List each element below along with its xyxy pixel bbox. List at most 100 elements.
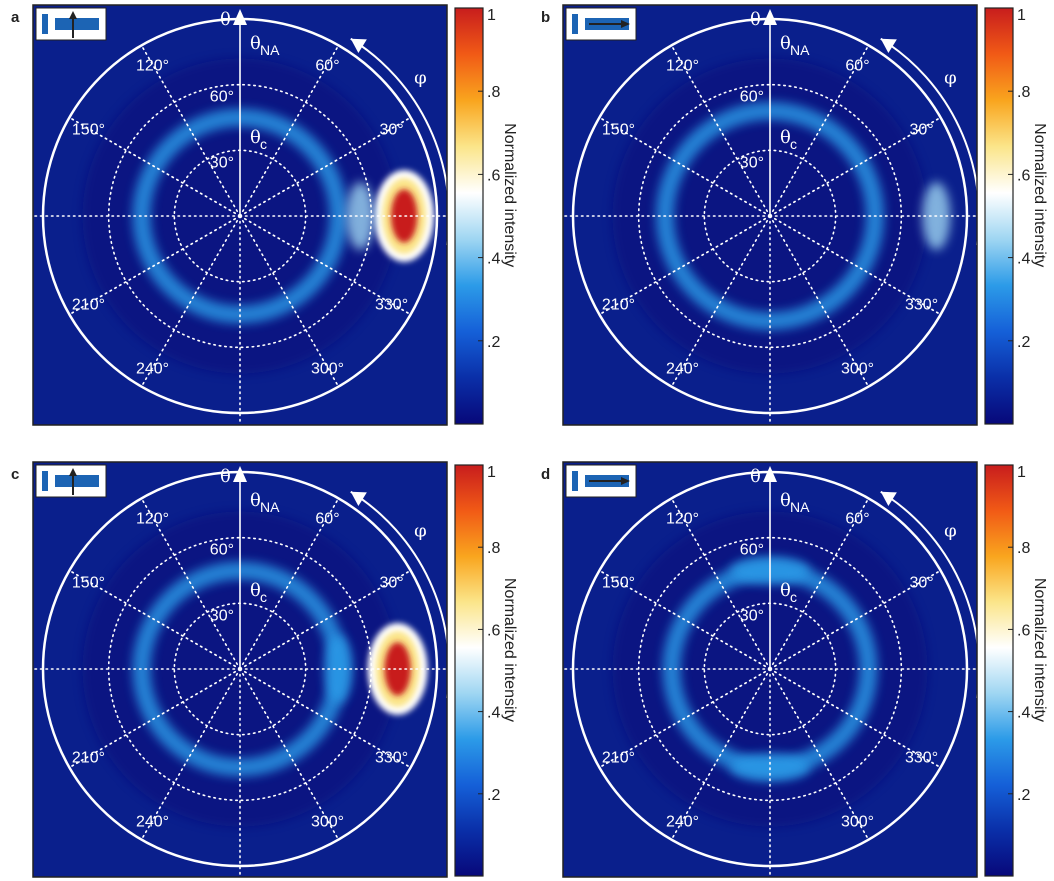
angle-label: 30° <box>379 122 403 139</box>
angle-label: 240° <box>136 814 169 831</box>
angle-label: 60° <box>845 510 869 527</box>
colorbar-tick-label: .2 <box>1017 787 1030 804</box>
phi-arrow-icon <box>880 491 897 506</box>
angle-label: 330° <box>905 297 938 314</box>
polar-tick-label: 30° <box>210 607 234 624</box>
theta-c-label: θ <box>780 580 791 601</box>
theta-na-subscript: NA <box>260 42 280 58</box>
angle-label: 330° <box>375 750 408 767</box>
grid-spoke <box>598 215 771 316</box>
grid-spoke <box>239 215 340 388</box>
plot-frame <box>562 4 978 426</box>
plot-frame <box>32 461 448 878</box>
theta-na-label: θ <box>250 33 261 54</box>
phi-arc <box>350 490 450 699</box>
phi-arc <box>350 37 450 246</box>
theta-na-label: θ <box>780 490 791 511</box>
angle-label: 300° <box>841 361 874 378</box>
grid-spoke <box>239 668 412 769</box>
theta-label: θ <box>220 9 231 30</box>
grid-spoke <box>598 116 771 217</box>
colorbar-gradient <box>984 464 1014 877</box>
inset-bar-left <box>572 14 578 34</box>
theta-arrow-icon <box>233 9 247 25</box>
angle-label: 120° <box>666 510 699 527</box>
grid-spoke <box>670 668 771 841</box>
plot-frame <box>32 4 448 426</box>
theta-c-label: θ <box>250 580 261 601</box>
colorbar-tick-label: .2 <box>1017 334 1030 351</box>
inset-bar-left <box>42 471 48 491</box>
theta-c-label: θ <box>250 127 261 148</box>
grid-spoke <box>68 569 241 670</box>
phi-label: φ <box>414 68 427 89</box>
colorbar-tick-label: .6 <box>487 167 500 184</box>
angle-label: 60° <box>315 510 339 527</box>
phi-arrow-icon <box>350 38 367 53</box>
theta-c-label: θ <box>780 127 791 148</box>
grid-spoke <box>68 116 241 217</box>
colorbar-gradient <box>454 7 484 425</box>
angle-label: 30° <box>909 122 933 139</box>
colorbar-title: Normalized intensity <box>501 123 518 267</box>
grid-spoke <box>598 668 771 769</box>
grid-spoke <box>670 44 771 217</box>
angle-label: 60° <box>845 57 869 74</box>
grid-spoke <box>769 215 942 316</box>
theta-arrow-icon <box>763 9 777 25</box>
inset-bar-right <box>55 475 99 487</box>
angle-label: 150° <box>72 575 105 592</box>
inset-bar-left <box>572 471 578 491</box>
colorbar-tick-label: 1 <box>1017 464 1026 481</box>
angle-label: 60° <box>315 57 339 74</box>
theta-na-label: θ <box>780 33 791 54</box>
grid-spoke <box>68 668 241 769</box>
polar-tick-label: 60° <box>740 89 764 106</box>
angle-label: 30° <box>379 575 403 592</box>
panel-label: a <box>11 9 20 26</box>
dipole-arrowhead-icon <box>621 477 630 485</box>
angle-label: 150° <box>602 575 635 592</box>
grid-spoke <box>239 215 412 316</box>
panel-label: d <box>541 466 550 483</box>
grid-spoke <box>598 569 771 670</box>
angle-label: 240° <box>666 814 699 831</box>
grid-spoke <box>769 44 870 217</box>
angle-label: 300° <box>311 361 344 378</box>
colorbar: .2 .4 .6 .8 1 Normalized intensity <box>984 464 1048 877</box>
dipole-arrowhead-icon <box>621 20 630 28</box>
colorbar-tick-label: .4 <box>1017 251 1030 268</box>
grid-spoke <box>670 497 771 670</box>
polar-tick-label: 60° <box>740 542 764 559</box>
plot-frame <box>562 461 978 878</box>
colorbar: .2 .4 .6 .8 1 Normalized intensity <box>984 7 1048 425</box>
intensity-lobe <box>374 170 435 262</box>
angle-label: 330° <box>375 297 408 314</box>
colorbar-tick-label: .4 <box>487 251 500 268</box>
grid-spoke <box>769 668 870 841</box>
angle-label: 120° <box>136 57 169 74</box>
grid-spoke <box>68 215 241 316</box>
phi-arc <box>880 37 980 246</box>
grid-spoke <box>769 116 942 217</box>
polar-tick-label: 30° <box>740 607 764 624</box>
grid-spoke <box>140 215 241 388</box>
colorbar-tick-label: .6 <box>487 622 500 639</box>
angle-label: 150° <box>72 122 105 139</box>
angle-label: 120° <box>136 510 169 527</box>
polarization-inset <box>565 464 637 498</box>
angle-label: 300° <box>841 814 874 831</box>
colorbar-tick-label: .6 <box>1017 622 1030 639</box>
angle-label: 210° <box>602 750 635 767</box>
phi-arrow-icon <box>350 491 367 506</box>
colorbar-tick-label: 1 <box>487 7 496 24</box>
angle-label: 210° <box>72 297 105 314</box>
theta-label: θ <box>220 466 231 487</box>
grid-spoke <box>670 215 771 388</box>
colorbar-title: Normalized intensity <box>1031 578 1048 722</box>
grid-spoke <box>239 569 412 670</box>
theta-c-subscript: c <box>790 589 797 605</box>
